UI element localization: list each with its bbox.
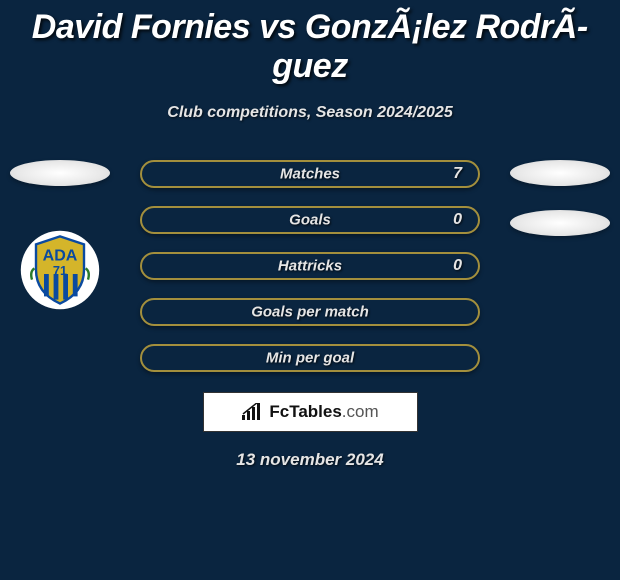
- stat-label: Min per goal: [266, 350, 354, 367]
- stat-value-right: 7: [453, 165, 462, 183]
- stat-label: Goals per match: [251, 304, 369, 321]
- stat-row: Matches 7: [140, 160, 480, 188]
- subtitle: Club competitions, Season 2024/2025: [0, 104, 620, 122]
- comparison-area: ADA 71 Matches 7 Goals 0 Hattricks 0 Goa…: [0, 160, 620, 470]
- bar-chart-icon: [241, 403, 263, 421]
- brand-text: FcTables.com: [269, 402, 378, 422]
- brand-domain: .com: [342, 402, 379, 421]
- player-right-placeholder-1: [510, 160, 610, 186]
- stats-list: Matches 7 Goals 0 Hattricks 0 Goals per …: [140, 160, 480, 372]
- stat-label: Goals: [289, 212, 331, 229]
- stat-row: Goals per match: [140, 298, 480, 326]
- brand-name: FcTables: [269, 402, 341, 421]
- stat-row: Hattricks 0: [140, 252, 480, 280]
- player-right-placeholder-2: [510, 210, 610, 236]
- stat-row: Min per goal: [140, 344, 480, 372]
- generated-date: 13 november 2024: [0, 450, 620, 470]
- stat-label: Matches: [280, 166, 340, 183]
- stat-value-right: 0: [453, 211, 462, 229]
- stat-value-right: 0: [453, 257, 462, 275]
- club-logo-year: 71: [53, 263, 67, 278]
- stat-row: Goals 0: [140, 206, 480, 234]
- brand-box: FcTables.com: [203, 392, 418, 432]
- stat-label: Hattricks: [278, 258, 342, 275]
- club-logo: ADA 71: [20, 230, 100, 310]
- club-logo-letters: ADA: [43, 247, 78, 264]
- page-title: David Fornies vs GonzÃ¡lez RodrÃ­guez: [0, 0, 620, 86]
- player-left-placeholder: [10, 160, 110, 186]
